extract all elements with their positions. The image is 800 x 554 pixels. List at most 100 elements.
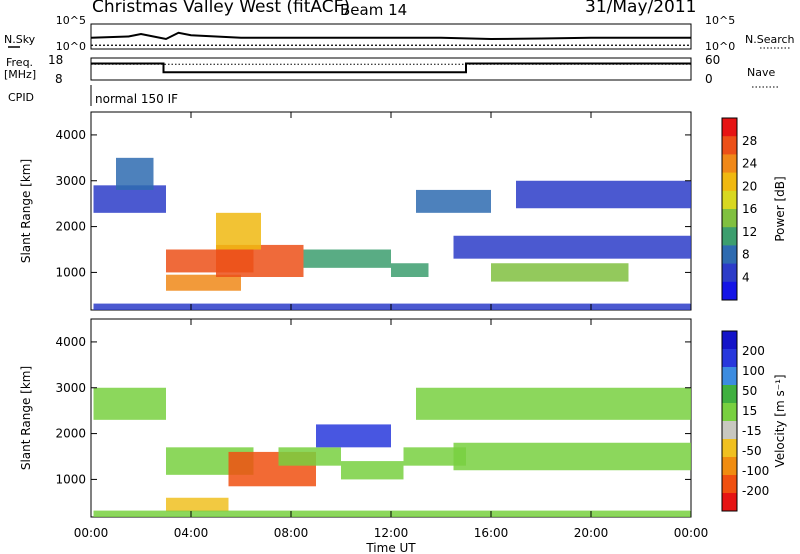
power-echo-region-8	[416, 189, 491, 213]
power-colorbar-cell-8	[722, 263, 737, 283]
velocity-colorbar-cell-2	[722, 367, 737, 386]
power-ytick-label-1: 2000	[55, 220, 86, 234]
velocity-ylabel: Slant Range [km]	[19, 366, 33, 470]
power-colorbar-tick-1: 24	[742, 157, 757, 171]
nave-label: Nave	[747, 66, 775, 79]
velocity-colorbar-tick-4: -15	[742, 424, 762, 438]
velocity-colorbar-tick-0: 200	[742, 344, 765, 358]
xtick-label-5: 20:00	[574, 526, 609, 540]
nsearch-tick-top: 10^5	[705, 14, 735, 27]
beam-label: Beam 14	[340, 1, 408, 19]
power-echo-region-6	[303, 249, 391, 268]
power-colorbar-label: Power [dB]	[773, 176, 787, 241]
nsky-tick-top: 10^5	[56, 14, 86, 27]
power-colorbar-frame	[721, 117, 738, 301]
velocity-echo-region-5	[316, 424, 391, 448]
freq-tick-bottom: 8	[55, 72, 63, 86]
freq-panel-frame	[90, 57, 692, 81]
noise-panel-frame	[90, 23, 692, 50]
xtick-label-6: 00:00	[674, 526, 709, 540]
velocity-echo-region-4	[278, 447, 341, 466]
freq-tick-top: 18	[48, 53, 63, 67]
velocity-colorbar-tick-2: 50	[742, 384, 757, 398]
velocity-colorbar-tick-1: 100	[742, 364, 765, 378]
nsky-label: N.Sky	[4, 33, 36, 46]
velocity-colorbar-tick-7: -200	[742, 484, 769, 498]
freq-label: Freq.	[6, 56, 33, 69]
power-echo-region-10	[491, 263, 629, 282]
xtick-label-2: 08:00	[274, 526, 309, 540]
power-echo-region-5	[216, 212, 261, 250]
power-ytick-label-2: 3000	[55, 174, 86, 188]
power-colorbar-tick-2: 20	[742, 179, 757, 193]
velocity-ytick-label-1: 2000	[55, 427, 86, 441]
velocity-colorbar-tick-6: -100	[742, 464, 769, 478]
velocity-ytick-label-3: 4000	[55, 335, 86, 349]
xtick-label-0: 00:00	[74, 526, 109, 540]
velocity-echo-region-2	[166, 497, 229, 512]
power-colorbar-cell-9	[722, 281, 737, 301]
power-colorbar-cell-4	[722, 190, 737, 210]
velocity-colorbar-cell-8	[722, 475, 737, 494]
velocity-colorbar-cell-5	[722, 421, 737, 440]
power-colorbar-tick-5: 8	[742, 248, 750, 262]
power-echo-region-7	[391, 263, 429, 277]
velocity-colorbar-cell-0	[722, 331, 737, 350]
velocity-colorbar-cell-6	[722, 439, 737, 458]
power-echo-region-12	[93, 303, 691, 310]
velocity-echo-region-10	[93, 510, 691, 517]
power-colorbar-cell-3	[722, 172, 737, 192]
power-ytick-label-3: 4000	[55, 128, 86, 142]
power-colorbar-tick-6: 4	[742, 270, 750, 284]
power-colorbar-tick-4: 12	[742, 225, 757, 239]
sky-noise-line	[90, 31, 691, 41]
velocity-colorbar-cell-1	[722, 349, 737, 368]
nsearch-label: N.Search	[745, 33, 795, 46]
velocity-echo-region-8	[453, 442, 691, 471]
power-colorbar-tick-0: 28	[742, 134, 757, 148]
power-echo-region-1	[116, 157, 154, 190]
x-axis-label: Time UT	[365, 541, 416, 554]
power-colorbar-cell-1	[722, 136, 737, 155]
nave-tick-top: 60	[705, 53, 720, 67]
cpid-program: normal 150 IF	[95, 92, 178, 106]
power-colorbar-tick-3: 16	[742, 202, 757, 216]
cpid-label: CPID	[8, 91, 34, 104]
velocity-echo-region-9	[416, 387, 691, 420]
velocity-colorbar-tick-3: 15	[742, 404, 757, 418]
power-echo-region-11	[516, 180, 691, 209]
power-colorbar-cell-0	[722, 118, 737, 137]
power-colorbar-cell-5	[722, 209, 737, 228]
power-colorbar-cell-6	[722, 227, 737, 246]
nsky-tick-bottom: 10^0	[56, 40, 86, 53]
power-ylabel: Slant Range [km]	[19, 159, 33, 263]
xtick-label-4: 16:00	[474, 526, 509, 540]
velocity-colorbar-cell-3	[722, 385, 737, 404]
power-colorbar-cell-7	[722, 245, 737, 265]
power-colorbar-cell-2	[722, 154, 737, 174]
freq-unit-label: [MHz]	[4, 68, 36, 81]
frequency-line	[91, 62, 691, 74]
velocity-echo-region-0	[93, 387, 166, 420]
nsearch-tick-bottom: 10^0	[705, 40, 735, 53]
velocity-colorbar-cell-4	[722, 403, 737, 422]
velocity-echo-region-6	[341, 461, 404, 480]
power-ytick-label-0: 1000	[55, 265, 86, 279]
velocity-colorbar-cell-9	[722, 493, 737, 512]
nave-tick-bottom: 0	[705, 72, 713, 86]
xtick-label-3: 12:00	[374, 526, 409, 540]
velocity-colorbar-tick-5: -50	[742, 444, 762, 458]
velocity-ytick-label-0: 1000	[55, 472, 86, 486]
velocity-colorbar-label: Velocity [m s⁻¹]	[773, 374, 787, 467]
velocity-ytick-label-2: 3000	[55, 381, 86, 395]
date-label: 31/May/2011	[585, 0, 697, 17]
power-echo-region-9	[453, 235, 691, 259]
velocity-echo-region-7	[403, 447, 466, 466]
site-title: Christmas Valley West (fitACF)	[92, 0, 351, 17]
xtick-label-1: 04:00	[174, 526, 209, 540]
velocity-colorbar-frame	[721, 330, 738, 512]
power-echo-region-3	[166, 274, 241, 291]
velocity-colorbar-cell-7	[722, 457, 737, 476]
power-echo-region-4	[216, 244, 304, 277]
